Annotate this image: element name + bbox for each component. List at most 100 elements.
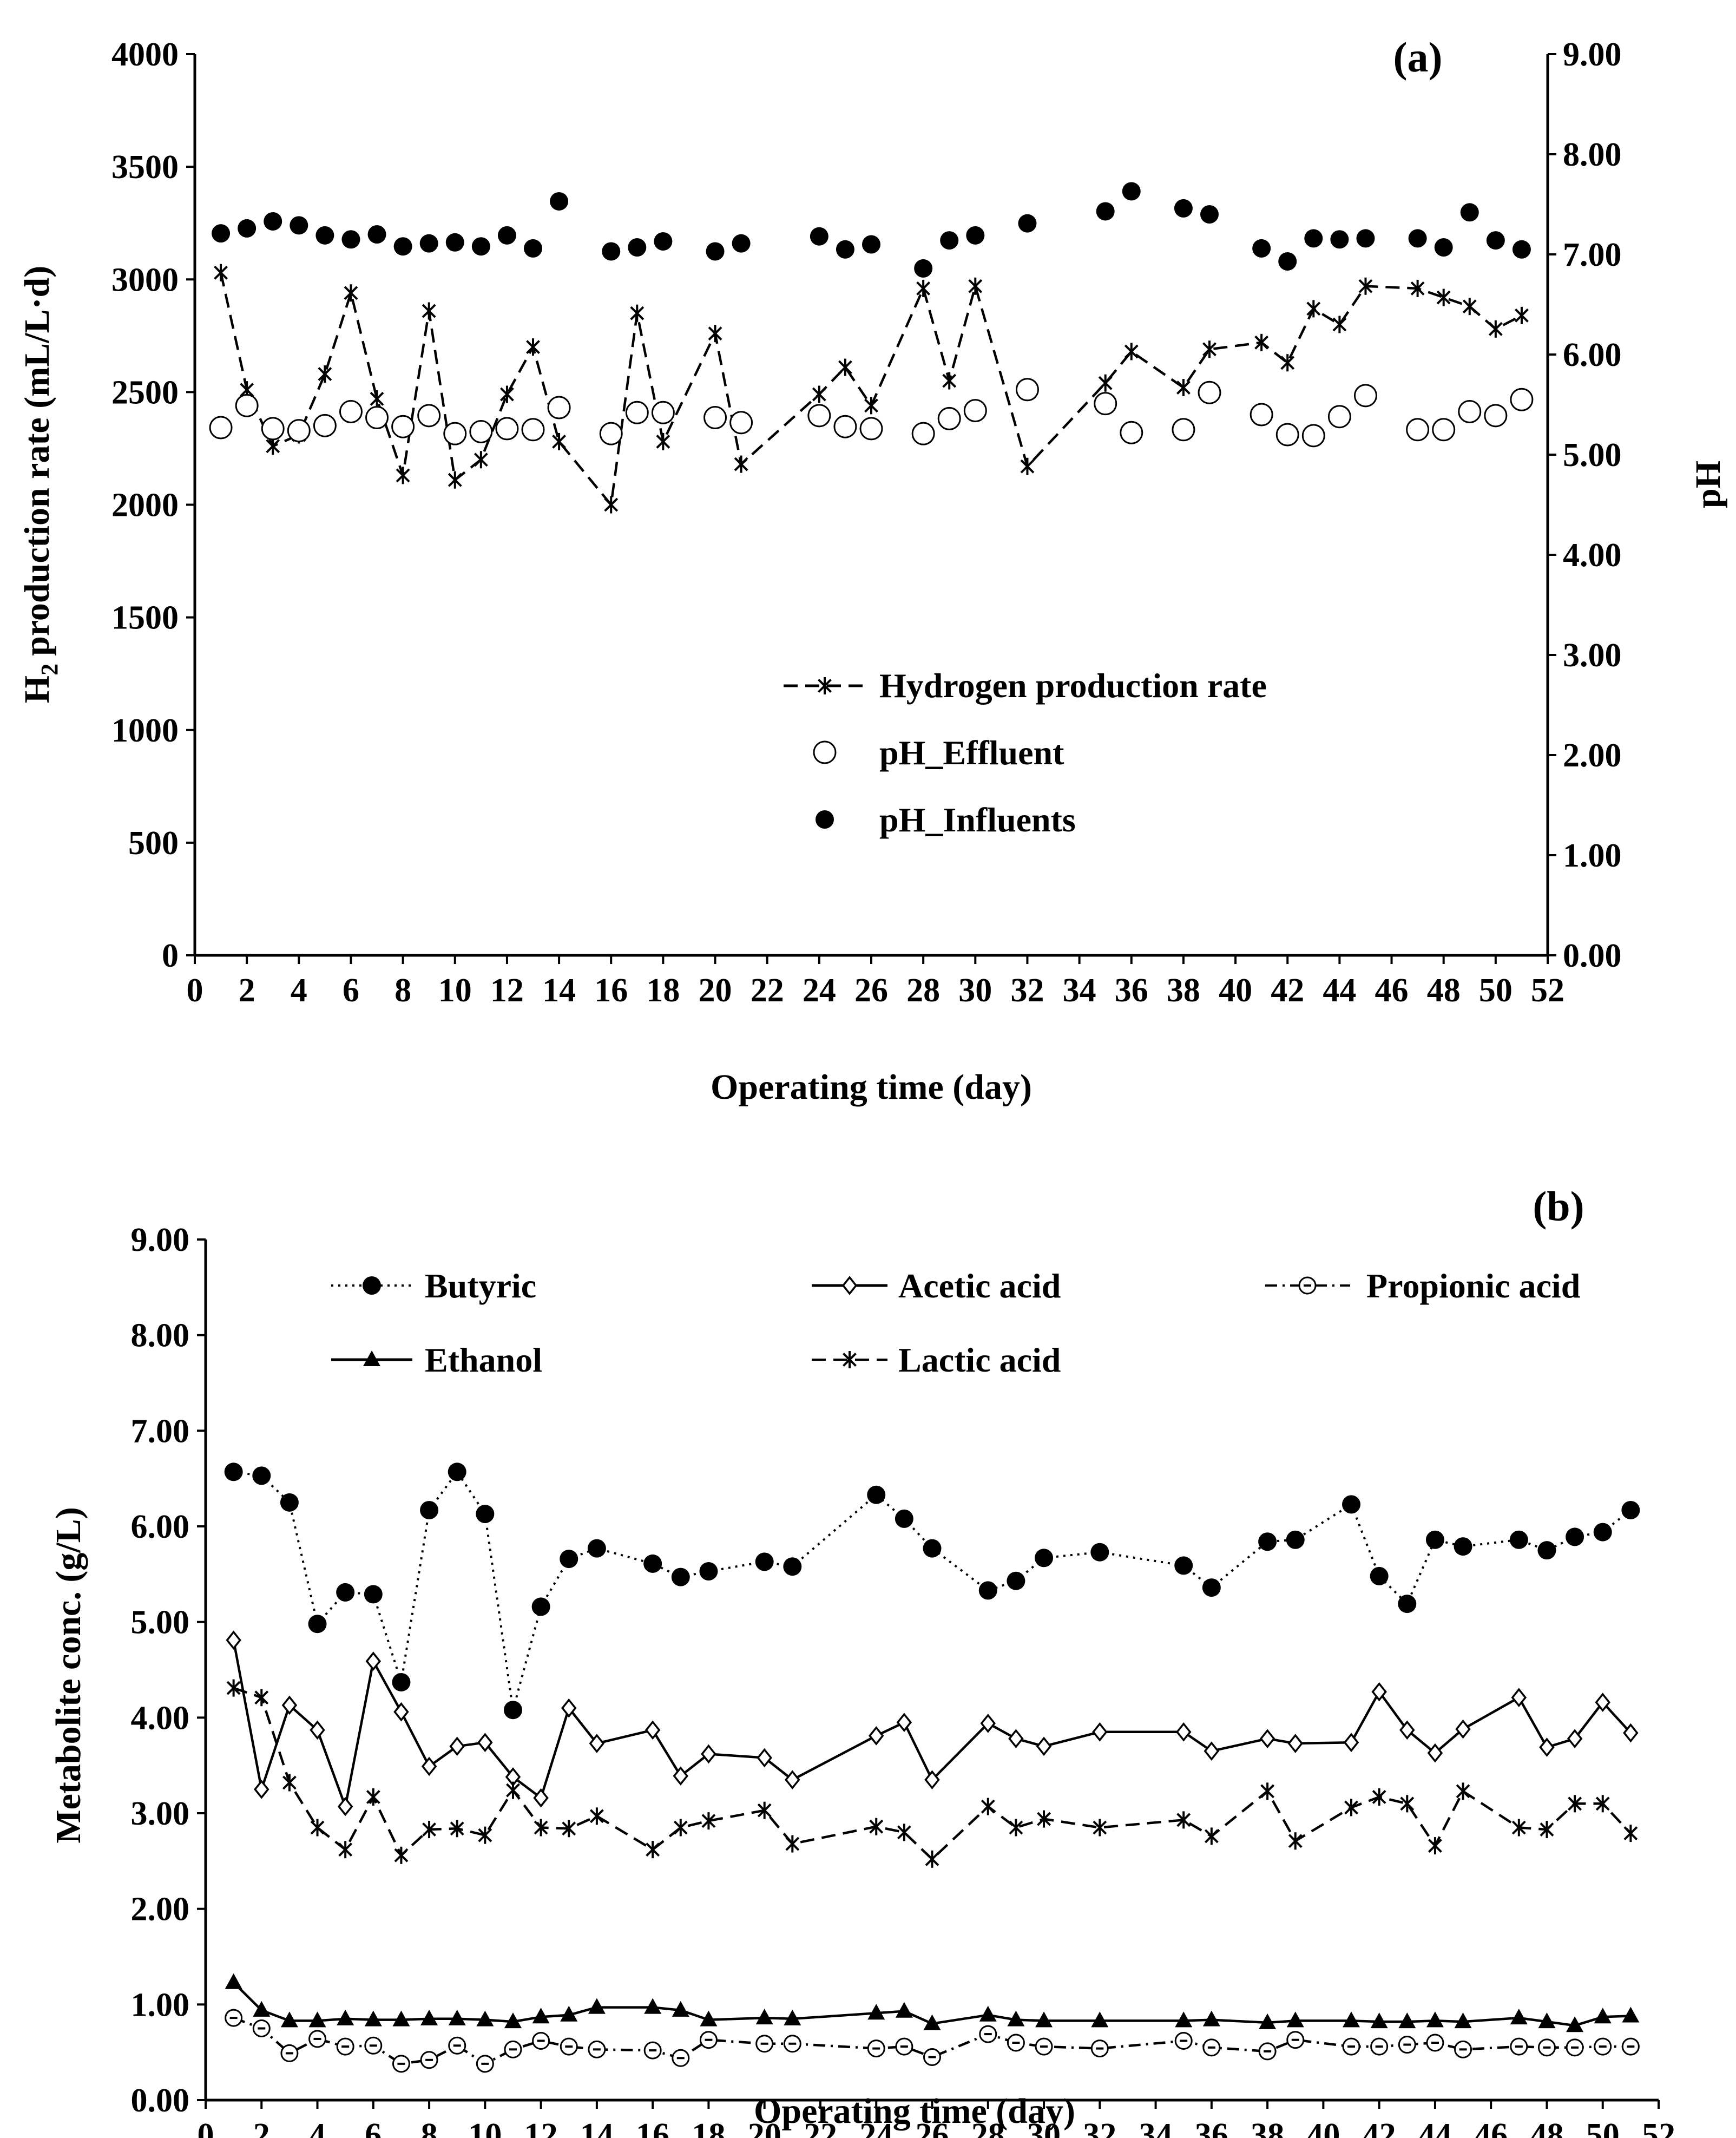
a-x-tick-label: 42 (1271, 972, 1304, 1009)
b-point-lactic-acid (785, 1835, 800, 1853)
b-x-axis-title: Operating time (day) (754, 2091, 1075, 2131)
a-point-hydrogen-production-rate (526, 338, 540, 356)
a-x-tick-label: 8 (394, 972, 411, 1009)
b-series-line-acetic-acid (232, 1639, 1632, 1808)
a-point-hydrogen-production-rate (422, 302, 436, 320)
b-point-acetic-acid (785, 1770, 800, 1789)
b-point-propionic-acid (867, 2039, 885, 2058)
a-point-hydrogen-production-rate (656, 432, 670, 450)
a-point-ph-effluent (1120, 421, 1143, 444)
a-point-hydrogen-production-rate (916, 279, 931, 297)
b-point-acetic-acid (337, 1796, 353, 1816)
b-point-ethanol (253, 2001, 271, 2017)
b-point-ethanol (672, 2001, 689, 2017)
a-point-ph-effluent (703, 406, 727, 430)
b-point-lactic-acid (701, 1812, 716, 1830)
a-point-ph-effluent (833, 415, 857, 438)
b-point-acetic-acid (1092, 1722, 1108, 1742)
b-point-ethanol (476, 2010, 494, 2026)
b-point-acetic-acid (868, 1726, 884, 1746)
b-point-ethanol (337, 2009, 354, 2025)
a-x-tick-label: 34 (1063, 972, 1096, 1009)
b-legend-label-acetic: Acetic acid (898, 1267, 1061, 1305)
b-point-butyric (867, 1485, 886, 1504)
b-point-propionic-acid (560, 2037, 578, 2056)
b-point-acetic-acid (1399, 1720, 1415, 1740)
b-point-propionic-acid (672, 2049, 690, 2067)
a-point-hydrogen-production-rate (708, 325, 722, 343)
b-point-propionic-acid (1594, 2037, 1612, 2056)
a-x-tick-labels: 0 2 4 6 8 10 12 14 16 18 20 22 24 26 28 30 32 34 36 38 40 42 4… (187, 972, 1565, 1009)
a-x-tick-label: 28 (906, 972, 940, 1009)
a-x-tick-label: 40 (1219, 972, 1252, 1009)
a-point-ph-influents (1096, 202, 1115, 221)
a-point-ph-influents (471, 237, 490, 256)
b-point-lactic-acid (562, 1820, 576, 1838)
a-y-axis-title: H2 production rate (mL/L·d) (17, 266, 63, 703)
b-x-tick-labels: 0 2 4 6 8 10 12 14 16 18 20 22 24 26 28 30 32 34 36 38 40 42 4… (198, 2117, 1676, 2138)
b-point-ethanol (392, 2010, 410, 2026)
b-y-axis-title: Metabolite conc. (g/L) (49, 1507, 88, 1843)
b-x-tick-label: 34 (1139, 2117, 1173, 2138)
b-point-butyric (476, 1505, 495, 1524)
a-point-ph-effluent (1094, 392, 1117, 416)
b-legend-item-ethanol: Ethanol (331, 1341, 542, 1379)
a-point-ph-influents (1434, 238, 1453, 257)
b-point-propionic-acid (1566, 2038, 1584, 2057)
b-point-acetic-acid (673, 1766, 689, 1786)
b-point-lactic-acid (1456, 1782, 1470, 1800)
b-point-butyric (224, 1463, 243, 1481)
b-point-propionic-acid (252, 2019, 271, 2037)
b-legend-marker-ethanol-symbol (363, 1350, 380, 1366)
b-point-ethanol (895, 2002, 913, 2018)
b-point-acetic-acid (310, 1720, 325, 1740)
b-point-ethanol (364, 2010, 382, 2026)
a-legend-item-hydrogen: Hydrogen production rate (784, 666, 1267, 705)
b-point-lactic-acid (534, 1819, 548, 1837)
chart-b: 0 2 4 6 8 10 12 14 16 18 20 22 24 26 28 30 32 34 36 38 40 42 4… (49, 1183, 1675, 2138)
b-point-acetic-acid (281, 1695, 298, 1715)
b-point-propionic-acid (1398, 2036, 1416, 2054)
b-x-tick-label: 24 (859, 2117, 893, 2138)
a-y2-tick-label: 4.00 (1563, 537, 1622, 574)
b-x-tick-label: 32 (1083, 2117, 1116, 2138)
b-point-butyric (1202, 1578, 1221, 1597)
a-point-hydrogen-production-rate (1306, 300, 1321, 318)
a-point-hydrogen-production-rate (448, 471, 462, 489)
b-point-butyric (1090, 1543, 1109, 1562)
a-point-ph-influents (940, 231, 959, 250)
b-point-butyric (1621, 1500, 1640, 1519)
a-y-tick-label: 4000 (111, 36, 179, 73)
a-point-hydrogen-production-rate (942, 372, 957, 390)
b-point-ethanol (532, 2008, 550, 2024)
b-point-lactic-acid (981, 1798, 995, 1815)
a-point-ph-effluent (391, 415, 415, 438)
a-point-hydrogen-production-rate (1410, 279, 1425, 297)
b-point-acetic-acid (645, 1720, 661, 1740)
b-point-acetic-acid (365, 1651, 382, 1671)
a-point-hydrogen-production-rate (1020, 457, 1035, 475)
a-point-hydrogen-production-rate (604, 496, 619, 514)
a-y-axis-title-prefix: H (17, 675, 57, 703)
b-point-propionic-acid (1258, 2042, 1277, 2061)
a-point-ph-effluent (1458, 399, 1482, 423)
b-legend-item-butyric: Butyric (331, 1267, 536, 1305)
b-point-propionic-acid (755, 2035, 774, 2053)
a-point-ph-influents (264, 212, 282, 231)
a-point-ph-effluent (625, 401, 649, 424)
b-point-lactic-acid (925, 1850, 939, 1868)
b-x-tick-label: 20 (748, 2117, 781, 2138)
a-x-tick-label: 10 (438, 972, 472, 1009)
a-x-axis-title: Operating time (day) (711, 1067, 1032, 1107)
b-x-tick-label: 16 (636, 2117, 669, 2138)
b-point-lactic-acid (506, 1781, 520, 1799)
b-point-propionic-acid (1174, 2031, 1193, 2050)
b-point-butyric (336, 1583, 355, 1602)
b-point-ethanol (1566, 2016, 1584, 2032)
a-y2-tick-labels: 0.00 1.00 2.00 3.00 4.00 5.00 6.00 7.00 8.00 9.00 (1563, 36, 1622, 974)
b-point-acetic-acid (589, 1734, 605, 1753)
b-legend-label-lactic: Lactic acid (898, 1341, 1061, 1379)
a-x-tick-label: 36 (1115, 972, 1148, 1009)
b-y-tick-label: 4.00 (131, 1700, 190, 1736)
a-point-hydrogen-production-rate (734, 455, 748, 473)
